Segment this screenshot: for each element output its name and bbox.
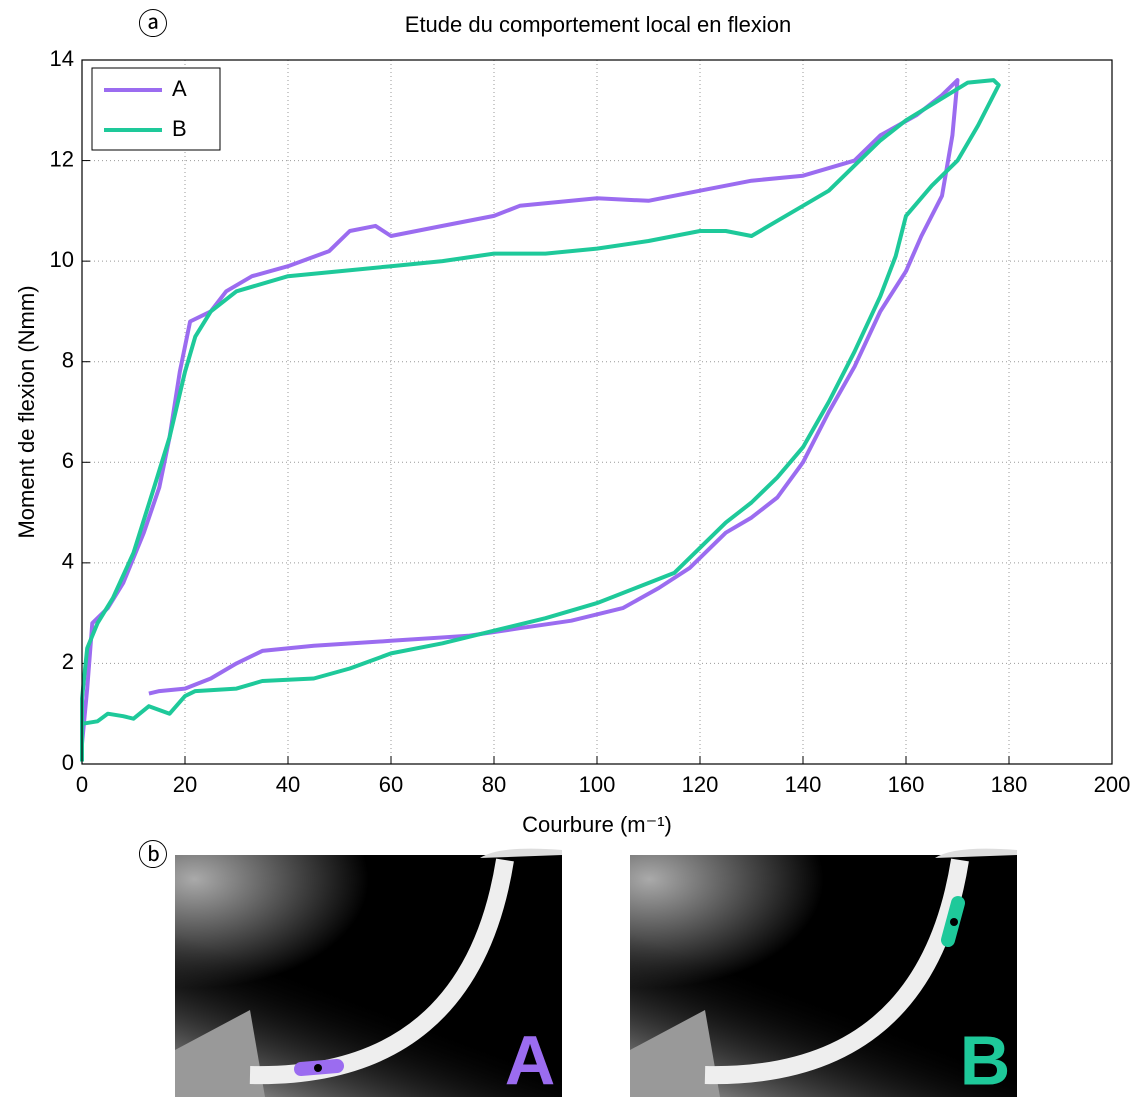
- x-tick-label: 120: [682, 772, 719, 797]
- y-tick-label: 4: [62, 549, 74, 574]
- y-tick-label: 12: [50, 146, 74, 171]
- photo-b: B: [630, 848, 1017, 1099]
- x-tick-label: 200: [1094, 772, 1131, 797]
- chart-title: Etude du comportement local en flexion: [405, 12, 791, 37]
- x-tick-label: 40: [276, 772, 300, 797]
- y-tick-label: 14: [50, 46, 74, 71]
- x-tick-label: 140: [785, 772, 822, 797]
- axes-frame: [81, 59, 1113, 765]
- x-tick-label: 60: [379, 772, 403, 797]
- legend-label: B: [172, 116, 187, 141]
- series-line: [80, 78, 1001, 762]
- y-tick-label: 0: [62, 750, 74, 775]
- y-tick-label: 8: [62, 348, 74, 373]
- x-tick-label: 80: [482, 772, 506, 797]
- x-tick-label: 0: [76, 772, 88, 797]
- x-tick-label: 160: [888, 772, 925, 797]
- legend-label: A: [172, 76, 187, 101]
- panel-label: ⓐ: [138, 8, 168, 43]
- photo-letter: B: [960, 1021, 1011, 1099]
- y-tick-label: 2: [62, 649, 74, 674]
- x-tick-label: 20: [173, 772, 197, 797]
- panel-label: ⓑ: [138, 839, 168, 874]
- photos: A B: [175, 848, 1017, 1099]
- y-tick-label: 10: [50, 247, 74, 272]
- y-axis-label: Moment de flexion (Nmm): [14, 285, 39, 538]
- x-axis-label: Courbure (m⁻¹): [522, 812, 672, 837]
- photo-a: A: [175, 848, 562, 1099]
- photo-letter: A: [505, 1021, 556, 1099]
- y-tick-label: 6: [62, 448, 74, 473]
- legend-box: [91, 67, 221, 151]
- x-tick-label: 180: [991, 772, 1028, 797]
- x-tick-label: 100: [579, 772, 616, 797]
